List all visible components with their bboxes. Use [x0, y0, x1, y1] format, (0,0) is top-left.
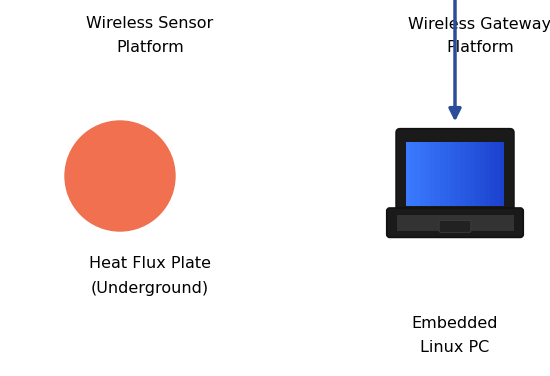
Bar — [465, 142, 470, 206]
Bar — [397, 215, 514, 231]
Bar — [410, 142, 415, 206]
Circle shape — [65, 121, 175, 231]
Bar — [499, 142, 504, 206]
Text: Platform: Platform — [446, 41, 514, 56]
Bar — [415, 142, 420, 206]
Bar — [494, 142, 499, 206]
Bar — [455, 142, 460, 206]
Text: Wireless Sensor: Wireless Sensor — [86, 17, 213, 32]
Text: Heat Flux Plate: Heat Flux Plate — [89, 256, 211, 271]
Bar — [445, 142, 450, 206]
FancyBboxPatch shape — [439, 220, 471, 232]
Bar — [475, 142, 480, 206]
FancyBboxPatch shape — [387, 208, 523, 237]
Bar — [435, 142, 440, 206]
Bar — [440, 142, 445, 206]
Bar — [490, 142, 494, 206]
Text: Wireless Gateway: Wireless Gateway — [409, 17, 550, 32]
Bar — [460, 142, 465, 206]
Bar — [485, 142, 490, 206]
Bar — [450, 142, 455, 206]
Text: (Underground): (Underground) — [91, 280, 209, 296]
Bar — [470, 142, 475, 206]
Text: Platform: Platform — [116, 41, 184, 56]
Bar — [425, 142, 430, 206]
Bar — [480, 142, 485, 206]
Bar — [430, 142, 435, 206]
FancyBboxPatch shape — [396, 129, 514, 215]
Bar — [420, 142, 425, 206]
Text: Linux PC: Linux PC — [420, 341, 490, 355]
Text: Embedded: Embedded — [412, 317, 498, 332]
Bar — [405, 142, 410, 206]
